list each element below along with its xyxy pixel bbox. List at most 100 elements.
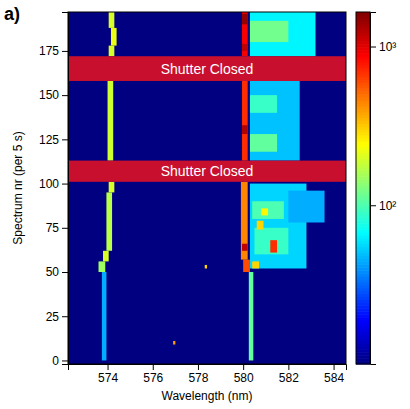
tick-label: 50 xyxy=(46,265,60,279)
tick: 175 xyxy=(39,44,68,58)
heatmap-cell xyxy=(106,192,112,250)
tick: 576 xyxy=(143,364,163,385)
tick-mark xyxy=(62,51,68,52)
heatmap-cell xyxy=(250,21,288,42)
tick-mark xyxy=(243,364,244,370)
chart: Shutter Closed Shutter Closed 574 576 578 580… xyxy=(0,0,410,409)
panel-label: a) xyxy=(4,4,20,24)
plot-background xyxy=(68,12,346,364)
heatmap-cell xyxy=(243,260,250,272)
heatmap-cell xyxy=(205,265,207,269)
x-axis: 574 576 578 580 582 584 xyxy=(69,364,347,385)
tick-mark xyxy=(288,364,289,370)
colorbar xyxy=(356,12,370,365)
axis-line xyxy=(69,365,347,371)
tick-label: 100 xyxy=(39,177,59,191)
tick-label: 175 xyxy=(39,44,59,58)
tick-label: 10³ xyxy=(379,40,396,54)
tick: 150 xyxy=(39,88,68,102)
axis-line xyxy=(62,13,69,365)
annotation: Shutter Closed xyxy=(161,61,254,77)
heatmap-cell xyxy=(242,12,248,56)
tick-mark xyxy=(62,95,68,96)
tick: 574 xyxy=(98,364,118,385)
tick-label: 576 xyxy=(143,371,163,385)
x-axis-title: Wavelength (nm) xyxy=(162,389,253,403)
tick-label: 582 xyxy=(279,371,299,385)
tick: 100 xyxy=(39,177,68,191)
heatmap-cell xyxy=(102,272,107,360)
tick-label: 75 xyxy=(46,221,60,235)
tick: 75 xyxy=(46,221,68,235)
tick-label: 10² xyxy=(379,199,396,213)
heatmap-cell xyxy=(252,201,284,219)
tick-mark xyxy=(62,184,68,185)
y-axis-title: Spectrum nr (per 5 s) xyxy=(11,131,25,244)
heatmap-cell xyxy=(250,95,277,113)
heatmap-cell xyxy=(173,341,175,345)
tick: 25 xyxy=(46,310,68,324)
plot-frame xyxy=(68,12,346,364)
heatmap-cell xyxy=(288,191,324,223)
heatmap-cell xyxy=(270,240,277,252)
tick-mark xyxy=(62,272,68,273)
tick: 0 xyxy=(52,354,68,368)
tick: 582 xyxy=(279,364,299,385)
heatmap-cell xyxy=(254,228,288,255)
tick: 10³ xyxy=(370,40,396,54)
tick-label: 125 xyxy=(39,133,59,147)
tick-mark xyxy=(62,228,68,229)
colorbar-axis: 10² 10³ xyxy=(370,13,396,365)
heatmap-cell xyxy=(109,12,115,28)
heatmap-cell xyxy=(250,134,277,152)
heatmap-cell xyxy=(99,261,106,272)
tick-mark xyxy=(62,316,68,317)
tick: 125 xyxy=(39,133,68,147)
tick-mark xyxy=(108,364,109,370)
heatmap-cell xyxy=(242,44,248,51)
heatmap-cell xyxy=(250,12,316,56)
tick-label: 25 xyxy=(46,310,60,324)
axis-line xyxy=(371,13,377,365)
tick-mark xyxy=(334,364,335,370)
tick-label: 574 xyxy=(98,371,118,385)
tick-mark xyxy=(198,364,199,370)
heatmap-cell xyxy=(108,81,114,161)
annotation: Shutter Closed xyxy=(161,163,254,179)
tick: 578 xyxy=(188,364,208,385)
heatmap-cell xyxy=(242,125,248,134)
tick-mark xyxy=(62,139,68,140)
heatmap-cell xyxy=(242,14,248,25)
heatmap-cell xyxy=(250,81,300,161)
heatmap-cell xyxy=(249,272,254,360)
heatmap-cell xyxy=(103,251,109,262)
tick-label: 578 xyxy=(188,371,208,385)
tick-mark xyxy=(370,47,376,48)
heatmap-cell xyxy=(257,221,264,230)
shutter-band xyxy=(68,56,346,81)
y-axis: 0 25 50 75 100 125 150 175 xyxy=(39,13,69,368)
tick: 10² xyxy=(370,199,396,213)
tick-mark xyxy=(153,364,154,370)
tick-mark xyxy=(62,360,68,361)
tick-label: 584 xyxy=(324,371,344,385)
heatmap-cell xyxy=(242,81,248,161)
tick-label: 0 xyxy=(52,354,59,368)
plot-area xyxy=(68,12,346,364)
shutter-band xyxy=(68,161,346,182)
tick: 50 xyxy=(46,265,68,279)
heatmap-cell xyxy=(242,244,248,251)
heatmap-cell xyxy=(252,261,259,268)
tick-label: 580 xyxy=(234,371,254,385)
heatmap-cell xyxy=(241,182,248,260)
tick-label: 150 xyxy=(39,88,59,102)
heatmap-cell xyxy=(261,208,268,215)
heatmap-cell xyxy=(109,46,115,57)
heatmap-cell xyxy=(111,28,117,46)
heatmap-cell xyxy=(109,182,115,193)
tick: 584 xyxy=(324,364,344,385)
tick: 580 xyxy=(234,364,254,385)
colorbar-frame xyxy=(356,12,370,364)
colorbar-swatch xyxy=(356,12,370,16)
tick-mark xyxy=(370,205,376,206)
